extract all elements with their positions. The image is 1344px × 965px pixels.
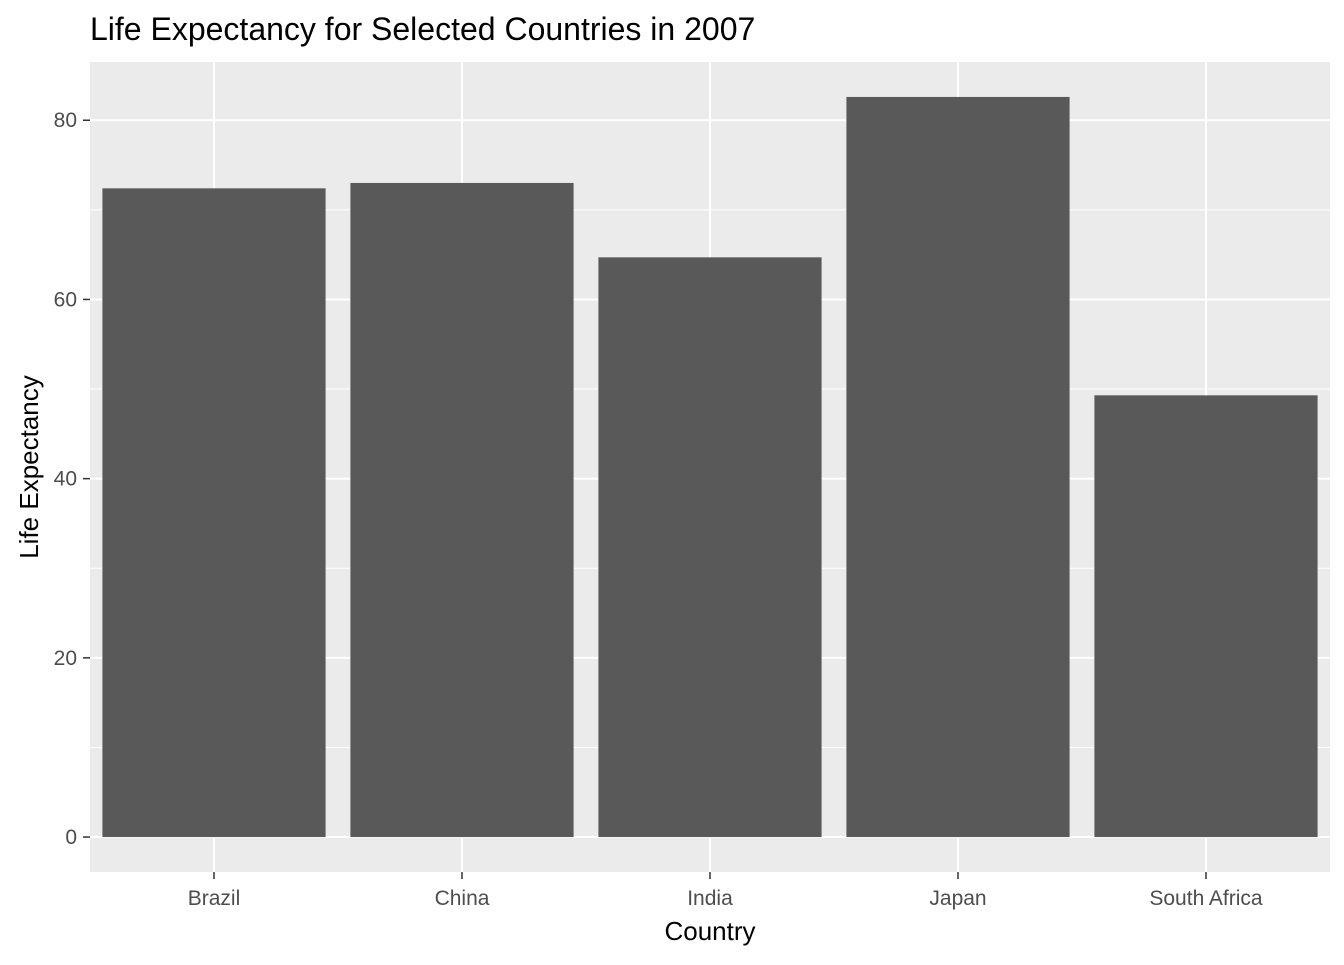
x-tick-label: Japan (929, 887, 986, 910)
bar (350, 182, 574, 838)
x-tick-label: China (435, 887, 490, 910)
y-tick-label: 80 (54, 109, 77, 132)
x-axis-title: Country (664, 916, 755, 946)
bar (1094, 395, 1318, 838)
x-tick-label: South Africa (1149, 887, 1263, 910)
y-tick-label: 0 (65, 826, 77, 849)
y-tick-label: 60 (54, 288, 77, 311)
y-axis-title: Life Expectancy (14, 375, 44, 559)
x-tick-label: Brazil (188, 887, 241, 910)
bar (102, 188, 326, 838)
bar (598, 257, 822, 838)
x-axis: Brazil China India Japan South Africa (188, 872, 1263, 910)
y-tick-label: 20 (54, 647, 77, 670)
y-axis: 0 20 40 60 80 (54, 109, 90, 849)
y-tick-label: 40 (54, 468, 77, 491)
x-tick-label: India (687, 887, 733, 910)
bar (846, 96, 1070, 838)
bars (102, 96, 1318, 838)
chart-title: Life Expectancy for Selected Countries i… (90, 11, 755, 47)
